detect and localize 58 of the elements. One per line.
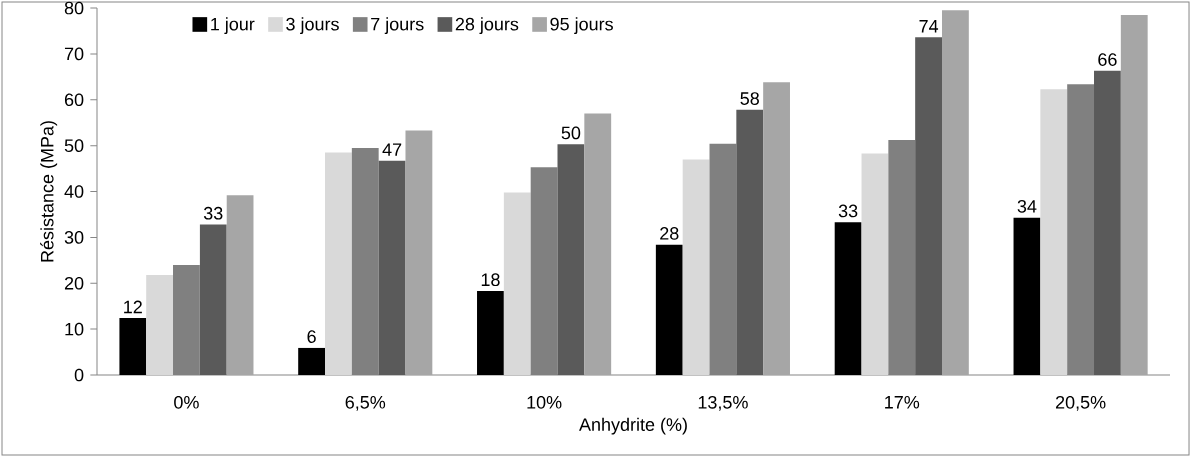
bar xyxy=(736,109,764,375)
bar xyxy=(503,192,531,375)
y-tick-label: 10 xyxy=(65,322,84,336)
x-tick-label: 0% xyxy=(174,395,199,409)
x-tick-label: 20,5% xyxy=(1055,395,1106,411)
legend-label: 95 jours xyxy=(550,17,613,35)
data-label: 6 xyxy=(307,330,316,343)
data-label: 33 xyxy=(838,204,858,218)
y-tick-label: 30 xyxy=(64,231,84,244)
bar xyxy=(682,159,710,375)
bar xyxy=(1120,14,1148,375)
x-tick-label: 6,5% xyxy=(345,395,386,411)
bar xyxy=(477,291,504,375)
y-tick-label: 60 xyxy=(64,93,84,107)
bar xyxy=(199,224,227,375)
bar xyxy=(861,153,889,375)
x-tick-label: 13,5% xyxy=(698,395,748,411)
data-label: 74 xyxy=(919,20,939,33)
y-tick-label: 80 xyxy=(64,1,84,15)
bar xyxy=(1094,70,1121,375)
data-label: 66 xyxy=(1098,53,1117,66)
y-tick-label: 70 xyxy=(64,47,84,61)
bar xyxy=(1040,89,1068,375)
bar xyxy=(325,152,352,375)
bar xyxy=(557,144,585,375)
bar xyxy=(298,347,326,375)
y-tick-label: 50 xyxy=(64,139,84,152)
legend-label: 3 jours xyxy=(286,17,339,35)
data-label: 28 xyxy=(660,227,679,240)
data-label: 12 xyxy=(124,300,142,314)
y-axis-title: Résistance (MPa) xyxy=(40,121,58,262)
bar xyxy=(146,275,174,375)
y-tick-label: 0 xyxy=(74,368,84,382)
legend-label: 1 jour xyxy=(211,17,255,35)
data-label: 34 xyxy=(1017,199,1037,213)
y-tick-label: 20 xyxy=(64,276,84,290)
legend-label: 7 jours xyxy=(371,17,424,35)
bar xyxy=(655,244,683,375)
bar xyxy=(226,195,254,375)
bar xyxy=(405,130,433,375)
data-label: 47 xyxy=(382,143,402,156)
x-axis-title: Anhydrite (%) xyxy=(579,417,687,435)
legend-label: 28 jours xyxy=(455,17,519,35)
data-label: 18 xyxy=(481,273,500,287)
data-label: 58 xyxy=(740,92,759,105)
bar xyxy=(584,113,612,375)
data-label: 33 xyxy=(203,206,223,220)
bar xyxy=(942,10,969,375)
y-tick-label: 40 xyxy=(64,185,84,198)
bar xyxy=(915,37,942,375)
bar xyxy=(763,82,790,375)
bar xyxy=(119,318,147,375)
bar xyxy=(1013,217,1041,375)
bar xyxy=(378,160,406,375)
bar xyxy=(834,222,862,375)
x-tick-label: 10% xyxy=(527,395,562,409)
data-label: 50 xyxy=(561,126,581,140)
x-tick-label: 17% xyxy=(885,395,920,409)
